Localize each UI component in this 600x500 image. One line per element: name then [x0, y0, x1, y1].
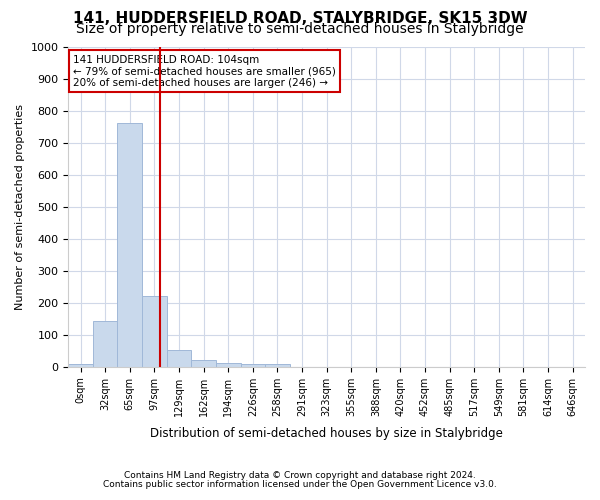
Bar — [191, 360, 216, 367]
Bar — [118, 124, 142, 367]
Y-axis label: Number of semi-detached properties: Number of semi-detached properties — [15, 104, 25, 310]
Bar — [167, 350, 191, 367]
X-axis label: Distribution of semi-detached houses by size in Stalybridge: Distribution of semi-detached houses by … — [150, 427, 503, 440]
Text: 141 HUDDERSFIELD ROAD: 104sqm
← 79% of semi-detached houses are smaller (965)
20: 141 HUDDERSFIELD ROAD: 104sqm ← 79% of s… — [73, 54, 337, 88]
Bar — [265, 364, 290, 367]
Text: Contains HM Land Registry data © Crown copyright and database right 2024.: Contains HM Land Registry data © Crown c… — [124, 471, 476, 480]
Bar — [93, 321, 118, 367]
Text: 141, HUDDERSFIELD ROAD, STALYBRIDGE, SK15 3DW: 141, HUDDERSFIELD ROAD, STALYBRIDGE, SK1… — [73, 11, 527, 26]
Bar — [241, 364, 265, 367]
Bar — [68, 364, 93, 367]
Text: Contains public sector information licensed under the Open Government Licence v3: Contains public sector information licen… — [103, 480, 497, 489]
Bar — [142, 296, 167, 367]
Text: Size of property relative to semi-detached houses in Stalybridge: Size of property relative to semi-detach… — [76, 22, 524, 36]
Bar — [216, 363, 241, 367]
